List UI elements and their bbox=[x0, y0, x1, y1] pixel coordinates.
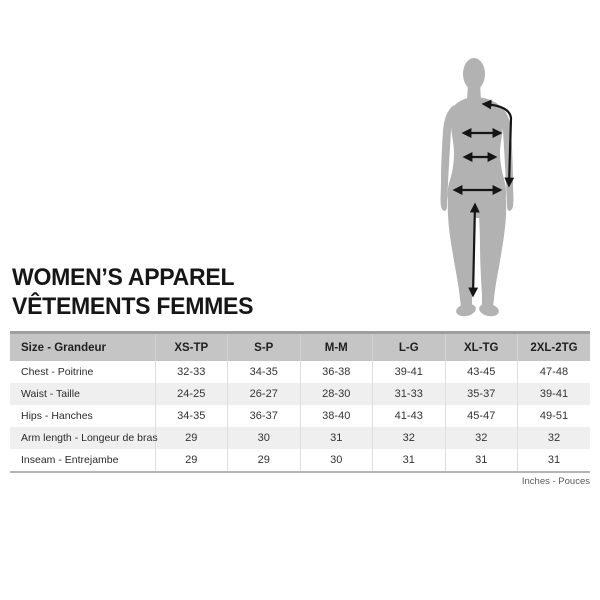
cell-value: 41-43 bbox=[372, 405, 445, 427]
cell-value: 31 bbox=[299, 427, 373, 449]
cell-value: 49-51 bbox=[517, 405, 590, 427]
cell-value: 34-35 bbox=[154, 405, 228, 427]
women-silhouette-diagram bbox=[440, 58, 515, 317]
row-label: Waist - Taille bbox=[10, 383, 155, 405]
page-title-line-fr: VÊTEMENTS FEMMES bbox=[12, 292, 254, 320]
cell-value: 32 bbox=[372, 427, 445, 449]
column-header-size: Size - Grandeur bbox=[10, 331, 155, 361]
row-label: Chest - Poitrine bbox=[10, 361, 155, 383]
cell-value: 38-40 bbox=[299, 405, 373, 427]
table-row-arm-length: Arm length - Longeur de bras 29 30 31 32… bbox=[10, 427, 590, 449]
cell-value: 34-35 bbox=[227, 361, 300, 383]
cell-value: 24-25 bbox=[154, 383, 228, 405]
page-title: WOMEN’S APPAREL VÊTEMENTS FEMMES bbox=[12, 264, 253, 321]
cell-value: 31 bbox=[517, 449, 590, 473]
cell-value: 45-47 bbox=[444, 405, 518, 427]
cell-value: 30 bbox=[227, 427, 300, 449]
cell-value: 36-38 bbox=[299, 361, 373, 383]
table-header-row: Size - Grandeur XS-TP S-P M-M L-G XL-TG … bbox=[10, 331, 590, 361]
row-label: Inseam - Entrejambe bbox=[10, 449, 155, 473]
row-label: Hips - Hanches bbox=[10, 405, 155, 427]
cell-value: 39-41 bbox=[517, 383, 590, 405]
cell-value: 29 bbox=[227, 449, 300, 473]
cell-value: 31 bbox=[444, 449, 518, 473]
row-label: Arm length - Longeur de bras bbox=[10, 427, 158, 449]
size-chart-table: Size - Grandeur XS-TP S-P M-M L-G XL-TG … bbox=[10, 331, 590, 473]
arm-length-measure-arrow bbox=[481, 99, 515, 188]
cell-value: 43-45 bbox=[444, 361, 518, 383]
cell-value: 32 bbox=[444, 427, 518, 449]
cell-value: 47-48 bbox=[517, 361, 590, 383]
cell-value: 31 bbox=[372, 449, 445, 473]
cell-value: 28-30 bbox=[299, 383, 373, 405]
cell-value: 29 bbox=[154, 427, 228, 449]
table-row-inseam: Inseam - Entrejambe 29 29 30 31 31 31 bbox=[10, 449, 590, 473]
column-header-xs-tp: XS-TP bbox=[154, 331, 228, 361]
cell-value: 39-41 bbox=[372, 361, 445, 383]
inseam-measure-arrow bbox=[468, 202, 480, 298]
column-header-2xl-2tg: 2XL-2TG bbox=[517, 331, 590, 361]
cell-value: 31-33 bbox=[372, 383, 445, 405]
units-note: Inches - Pouces bbox=[521, 476, 590, 487]
page-title-line-en: WOMEN’S APPAREL bbox=[12, 264, 235, 291]
column-header-m-m: M-M bbox=[299, 331, 373, 361]
cell-value: 26-27 bbox=[227, 383, 300, 405]
table-row-waist: Waist - Taille 24-25 26-27 28-30 31-33 3… bbox=[10, 383, 590, 405]
column-header-l-g: L-G bbox=[372, 331, 445, 361]
column-header-xl-tg: XL-TG bbox=[444, 331, 518, 361]
cell-value: 29 bbox=[154, 449, 228, 473]
cell-value: 36-37 bbox=[227, 405, 300, 427]
cell-value: 35-37 bbox=[444, 383, 518, 405]
table-row-chest: Chest - Poitrine 32-33 34-35 36-38 39-41… bbox=[10, 361, 590, 383]
silhouette-shape bbox=[440, 58, 514, 317]
cell-value: 32 bbox=[517, 427, 590, 449]
table-row-hips: Hips - Hanches 34-35 36-37 38-40 41-43 4… bbox=[10, 405, 590, 427]
cell-value: 32-33 bbox=[154, 361, 228, 383]
cell-value: 30 bbox=[299, 449, 373, 473]
column-header-s-p: S-P bbox=[227, 331, 300, 361]
